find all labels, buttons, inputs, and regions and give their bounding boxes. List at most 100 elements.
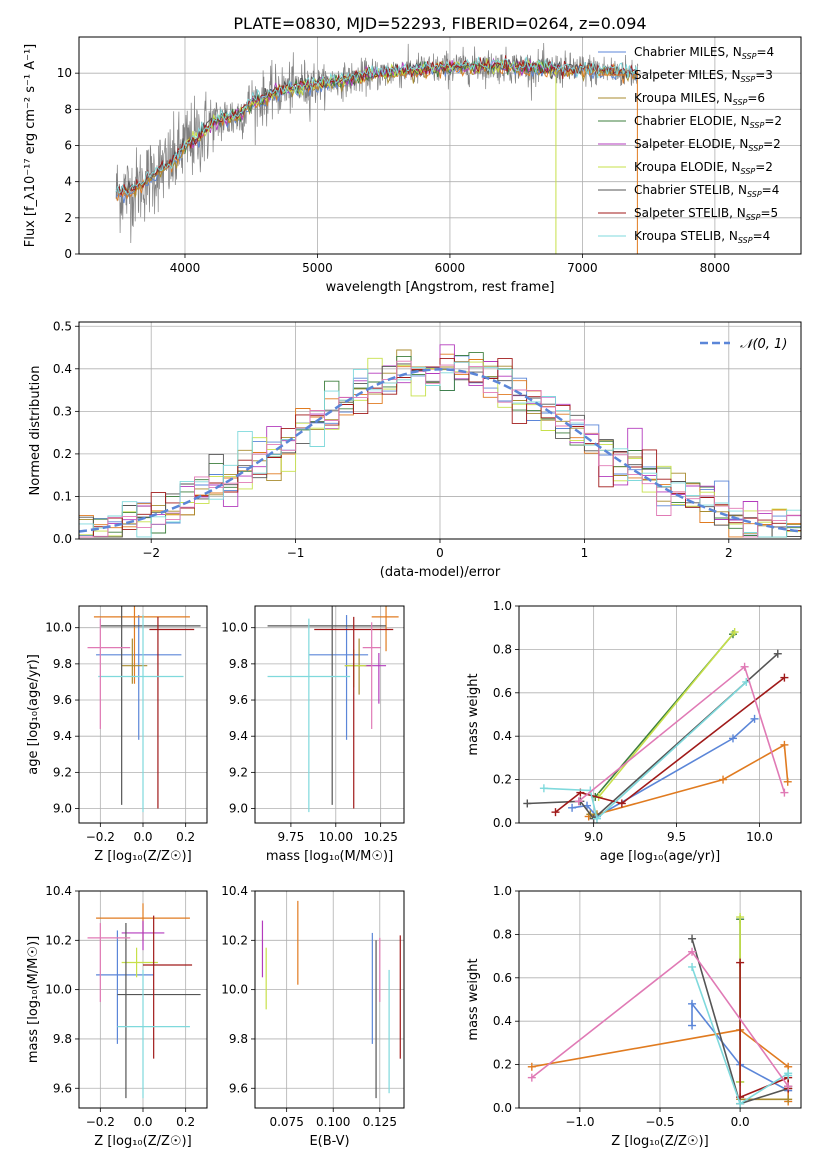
y-tick-label: 0.0 <box>493 816 512 830</box>
legend-label: Chabrier STELIB, N <box>634 183 747 197</box>
y-tick-label: 0 <box>64 247 72 261</box>
panel-8: −1.0 −0.5 0.0 0.0 0.2 0.4 0.6 0.8 1.0 Z [log₁₀(Z/… <box>466 884 802 1149</box>
histogram-pink <box>79 360 801 538</box>
weight-line-salpeter_stelib <box>555 676 785 813</box>
y-tick-label: 0.3 <box>53 404 72 418</box>
legend-sub: SSP <box>747 190 762 199</box>
legend-sub: SSP <box>741 167 756 176</box>
histogram-kroupa_stelib <box>79 361 801 538</box>
legend-sub: SSP <box>738 236 753 245</box>
y-tick-label: 8 <box>64 102 72 116</box>
legend-entry: Salpeter STELIB, NSSP=5 <box>634 206 778 222</box>
legend-suffix: =5 <box>760 206 778 220</box>
panel-2: −2 −1 0 1 2 0.0 0.1 0.2 0.3 0.4 0.5 (data-model)/er… <box>28 319 802 580</box>
x-tick-label: −0.5 <box>645 1115 674 1129</box>
weight-line-salpeter_miles <box>588 743 789 818</box>
x-axis-label: Z [log₁₀(Z/Z☉)] <box>94 849 191 864</box>
y-tick-label: 10.0 <box>221 621 248 635</box>
legend-suffix: =4 <box>762 183 780 197</box>
legend-entry: Kroupa STELIB, NSSP=4 <box>634 229 770 245</box>
panel-1: 4000 5000 6000 7000 8000 0 2 4 6 8 10 wavelength [A… <box>23 36 802 295</box>
plot-area <box>87 606 201 813</box>
plot-area <box>527 913 793 1108</box>
legend-entry: Salpeter MILES, NSSP=3 <box>634 68 773 84</box>
x-tick-label: 10.0 <box>746 830 773 844</box>
y-tick-label: 0.2 <box>53 447 72 461</box>
x-tick-label: 2 <box>725 546 733 560</box>
y-tick-label: 9.4 <box>53 729 72 743</box>
y-tick-label: 9.2 <box>53 765 72 779</box>
weight-line-kroupa_stelib <box>543 681 747 821</box>
x-tick-label: 10.25 <box>363 830 397 844</box>
x-tick-label: 0.2 <box>176 830 195 844</box>
axes-frame <box>78 890 208 1109</box>
legend-label: Salpeter STELIB, N <box>634 206 746 220</box>
legend-sub: SSP <box>741 75 756 84</box>
y-tick-label: 0.2 <box>493 1058 512 1072</box>
y-tick-label: 9.8 <box>229 657 248 671</box>
y-tick-label: 10 <box>57 66 72 80</box>
plot-area <box>115 42 639 254</box>
histogram-salpeter_stelib <box>79 358 801 538</box>
legend-suffix: =2 <box>755 160 773 174</box>
y-tick-label: 10.0 <box>221 983 248 997</box>
legend-entry: Kroupa MILES, NSSP=6 <box>634 91 765 107</box>
model-spectrum-chabrier_stelib <box>115 57 638 196</box>
y-tick-label: 10.4 <box>45 884 72 898</box>
x-tick-label: 8000 <box>700 261 731 275</box>
y-tick-label: 1.0 <box>493 599 512 613</box>
x-axis-label: E(B-V) <box>309 1134 349 1149</box>
x-tick-label: 0.0 <box>731 1115 750 1129</box>
y-tick-label: 9.0 <box>229 802 248 816</box>
y-tick-label: 0.6 <box>493 686 512 700</box>
plot-area <box>87 903 201 1099</box>
y-tick-label: 0.2 <box>493 773 512 787</box>
panel-5: 9.0 9.5 10.0 0.0 0.2 0.4 0.6 0.8 1.0 age [log₁₀(a… <box>466 599 802 864</box>
legend-suffix: =2 <box>763 137 781 151</box>
panel-4: 9.75 10.00 10.25 9.0 9.2 9.4 9.6 9.8 10.0 mass [l… <box>221 605 405 864</box>
axes-frame <box>254 605 405 824</box>
y-tick-label: 0.6 <box>493 971 512 985</box>
x-axis-label: Z [log₁₀(Z/Z☉)] <box>94 1134 191 1149</box>
legend-entry: Chabrier MILES, NSSP=4 <box>634 45 774 61</box>
x-tick-label: 0.0 <box>133 830 152 844</box>
x-tick-label: 0.125 <box>363 1115 397 1129</box>
y-axis-label: age [log₁₀(age/yr)] <box>26 654 41 775</box>
y-tick-label: 10.2 <box>45 933 72 947</box>
plot-area <box>261 900 401 1099</box>
y-tick-label: 0.4 <box>493 729 512 743</box>
weight-line-kroupa_elodie <box>597 631 736 798</box>
y-tick-label: 4 <box>64 175 72 189</box>
axes-frame <box>254 890 405 1109</box>
y-axis-label: mass weight <box>466 958 481 1040</box>
axes-frame <box>78 36 802 255</box>
legend-label: Salpeter ELODIE, N <box>634 137 748 151</box>
y-tick-label: 9.8 <box>229 1032 248 1046</box>
y-tick-label: 0.4 <box>493 1014 512 1028</box>
x-axis-label: wavelength [Angstrom, rest frame] <box>326 280 555 295</box>
axes-frame <box>518 605 802 824</box>
legend-sub: SSP <box>733 98 748 107</box>
x-tick-label: 6000 <box>435 261 466 275</box>
x-axis-label: age [log₁₀(age/yr)] <box>600 849 721 864</box>
legend-suffix: =6 <box>747 91 765 105</box>
panel-7: 0.075 0.100 0.125 9.6 9.8 10.0 10.2 10.4 E(B-V) <box>221 884 405 1149</box>
legend-suffix: =4 <box>756 45 774 59</box>
y-tick-label: 0.0 <box>53 532 72 546</box>
legend-suffix: =4 <box>753 229 771 243</box>
grid <box>255 890 404 1108</box>
legend-sub: SSP <box>748 144 763 153</box>
x-tick-label: 0 <box>436 546 444 560</box>
x-tick-label: 9.0 <box>584 830 603 844</box>
x-tick-label: −0.2 <box>86 830 115 844</box>
legend-entry: Chabrier STELIB, NSSP=4 <box>634 183 779 199</box>
y-axis-label: mass weight <box>466 673 481 755</box>
y-tick-label: 0.5 <box>53 319 72 333</box>
x-axis-label: mass [log₁₀(M/M☉)] <box>266 849 393 864</box>
legend-label: Salpeter MILES, N <box>634 68 741 82</box>
y-tick-label: 0.0 <box>493 1101 512 1115</box>
legend-sub: SSP <box>746 213 761 222</box>
x-tick-label: 4000 <box>170 261 201 275</box>
